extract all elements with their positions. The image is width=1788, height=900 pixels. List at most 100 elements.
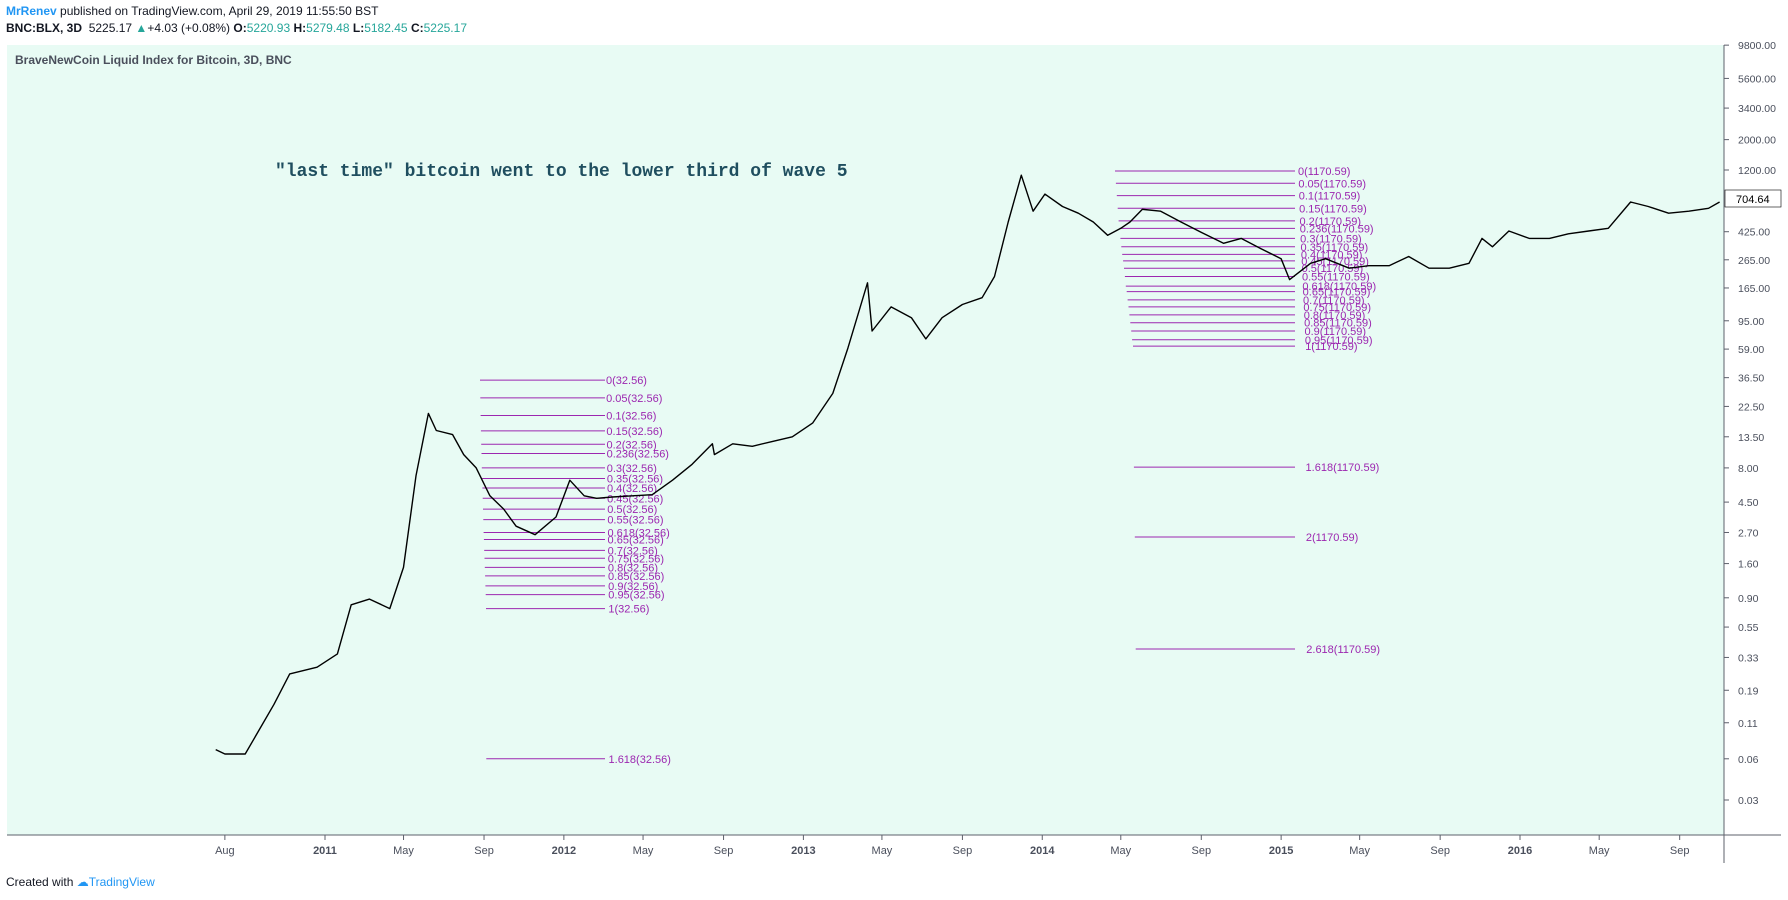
tradingview-link[interactable]: TradingView (88, 875, 155, 889)
y-tick-label: 1.60 (1738, 559, 1759, 571)
published-text: published on TradingView.com, April 29, … (60, 4, 379, 18)
fib-level-label: 0.35(1170.59) (1301, 242, 1369, 254)
fib-level-label: 0.618(32.56) (607, 527, 669, 539)
y-tick-label: 4.50 (1738, 497, 1759, 509)
y-tick-label: 13.50 (1738, 432, 1764, 444)
y-tick-label: 5600.00 (1738, 73, 1776, 85)
low-value: 5182.45 (364, 21, 408, 35)
created-with-text: Created with (6, 875, 74, 889)
y-tick-label: 0.19 (1738, 685, 1759, 697)
fib-level-label: 0.05(32.56) (606, 393, 662, 405)
fib-level-label: 0.236(1170.59) (1300, 223, 1374, 235)
x-tick-label: Sep (714, 845, 734, 857)
fib-level-label: 0(1170.59) (1298, 166, 1350, 178)
fib-level-label: 0.5(32.56) (607, 504, 657, 516)
fib-level-label: 0.75(32.56) (608, 553, 664, 565)
y-tick-label: 0.06 (1738, 754, 1759, 766)
y-tick-label: 0.11 (1738, 718, 1758, 730)
y-tick-label: 0.33 (1738, 652, 1759, 664)
fib-level-label: 0.75(1170.59) (1303, 302, 1371, 314)
last-price: 5225.17 (88, 21, 133, 35)
fib-level-label: 0.5(1170.59) (1302, 263, 1364, 275)
chart-background (7, 45, 1724, 835)
fib-level-label: 0.1(1170.59) (1299, 191, 1361, 203)
fib-level-label: 0(32.56) (606, 375, 647, 387)
close-value: 5225.17 (423, 21, 467, 35)
y-tick-label: 36.50 (1738, 373, 1764, 385)
fib-level-label: 1(32.56) (608, 604, 649, 616)
x-tick-label: 2012 (552, 845, 576, 857)
x-tick-label: May (633, 845, 654, 857)
y-tick-label: 22.50 (1738, 401, 1764, 413)
fib-level-label: 0.236(32.56) (607, 448, 669, 460)
y-tick-label: 2.70 (1738, 527, 1759, 539)
fib-level-label: 2(1170.59) (1306, 532, 1358, 544)
x-tick-label: Sep (1192, 845, 1212, 857)
fib-level-label: 0.85(32.56) (608, 571, 664, 583)
fib-level-label: 0.7(1170.59) (1303, 295, 1365, 307)
fib-level-label: 0.65(32.56) (608, 534, 664, 546)
change-arrow-icon: ▲ (135, 21, 148, 35)
last-price-tag: 704.64 (1724, 189, 1782, 208)
x-tick-label: May (1110, 845, 1131, 857)
fib-level-label: 0.2(32.56) (606, 439, 656, 451)
y-tick-label: 1200.00 (1738, 165, 1776, 177)
fib-level-label: 0.3(32.56) (607, 463, 657, 475)
x-tick-label: 2015 (1269, 845, 1293, 857)
y-tick-label: 9800.00 (1738, 40, 1776, 52)
y-tick-label: 95.00 (1738, 316, 1764, 328)
change-value: +4.03 (+0.08%) (147, 21, 231, 35)
fib-level-label: 0.2(1170.59) (1299, 216, 1361, 228)
open-label: O: (233, 21, 247, 35)
x-tick-label: Sep (1670, 845, 1690, 857)
fib-retracement-right[interactable]: 0(1170.59)0.05(1170.59)0.1(1170.59)0.15(… (1115, 166, 1380, 656)
x-tick-label: May (1589, 845, 1610, 857)
y-tick-label: 425.00 (1738, 227, 1770, 239)
high-value: 5279.48 (306, 21, 350, 35)
fib-level-label: 0.3(1170.59) (1300, 233, 1362, 245)
fib-level-label: 0.95(1170.59) (1305, 335, 1373, 347)
fib-level-label: 0.7(32.56) (608, 545, 658, 557)
y-tick-label: 2000.00 (1738, 135, 1776, 147)
fib-level-label: 0.618(1170.59) (1302, 281, 1376, 293)
fib-level-label: 0.15(32.56) (606, 426, 662, 438)
chart-annotation[interactable]: "last time" bitcoin went to the lower th… (275, 162, 848, 182)
y-tick-label: 8.00 (1738, 463, 1759, 475)
publish-info: MrRenev published on TradingView.com, Ap… (6, 4, 378, 18)
fib-retracement-left[interactable]: 0(32.56) 0.05(32.56) 0.1(32.56) 0.15(32.56)… (480, 375, 671, 766)
x-tick-label: 2013 (791, 845, 815, 857)
author-link[interactable]: MrRenev (6, 4, 57, 18)
open-value: 5220.93 (246, 21, 291, 35)
price-series-line (215, 174, 1720, 755)
fib-level-label: 0.95(32.56) (608, 590, 664, 602)
x-tick-label: Sep (474, 845, 494, 857)
fib-level-label: 2.618(1170.59) (1306, 644, 1380, 656)
price-axis[interactable]: 9800.00 5600.00 3400.00 2000.00 1200.00 425.0… (1724, 40, 1776, 807)
x-tick-label: Sep (953, 845, 973, 857)
fib-level-label: 1.618(32.56) (609, 754, 671, 766)
x-tick-label: 2016 (1508, 845, 1532, 857)
y-tick-label: 165.00 (1738, 283, 1770, 295)
low-label: L: (352, 21, 365, 35)
fib-level-label: 0.05(1170.59) (1298, 178, 1366, 190)
fib-level-label: 0.55(32.56) (607, 515, 663, 527)
y-tick-label: 265.00 (1738, 255, 1770, 267)
x-tick-label: 2011 (313, 845, 337, 857)
fib-level-label: 0.15(1170.59) (1299, 203, 1367, 215)
y-tick-label: 3400.00 (1738, 103, 1776, 115)
symbol-label: BNC:BLX, 3D (6, 21, 83, 35)
close-label: C: (410, 21, 424, 35)
x-tick-label: Sep (1430, 845, 1450, 857)
fib-level-label: 0.8(32.56) (608, 562, 658, 574)
fib-level-label: 0.35(32.56) (607, 473, 663, 485)
ohlc-bar: BNC:BLX, 3D 5225.17 ▲+4.03 (+0.08%) O:52… (6, 21, 467, 35)
x-tick-label: May (1349, 845, 1370, 857)
fib-level-label: 0.8(1170.59) (1304, 310, 1366, 322)
fib-level-label: 0.9(1170.59) (1304, 326, 1366, 338)
time-axis[interactable]: Aug 2011 May Sep 2012 May Sep 2013 May Sep 2014 May… (215, 835, 1689, 857)
high-label: H: (293, 21, 307, 35)
x-tick-label: May (872, 845, 893, 857)
chart-title: BraveNewCoin Liquid Index for Bitcoin, 3… (15, 53, 292, 67)
fib-level-label: 0.4(1170.59) (1301, 249, 1363, 261)
